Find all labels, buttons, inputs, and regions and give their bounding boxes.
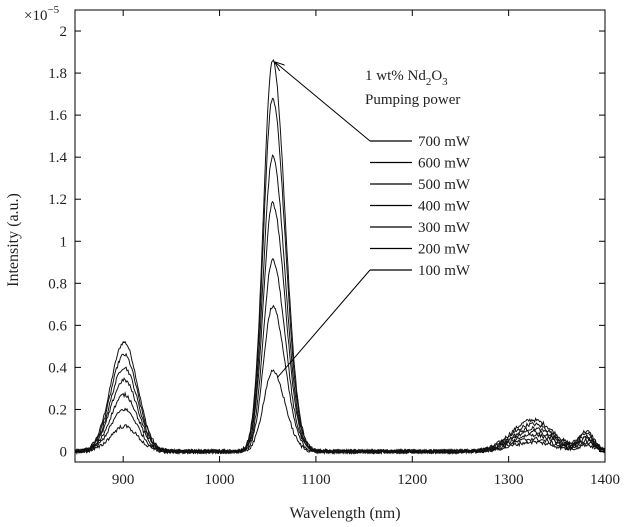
legend: 1 wt% Nd2O3 Pumping power 700 mW 600 mW 50… [365, 68, 471, 279]
x-axis-title: Wavelength (nm) [289, 505, 400, 522]
y-axis-title: Intensity (a.u.) [5, 193, 22, 287]
y-tick-label: 1.8 [48, 66, 67, 82]
y-tick-label: 0.8 [48, 276, 67, 292]
arrow-to-100mw-peak [276, 269, 371, 378]
y-tick-label: 1.2 [48, 192, 67, 208]
y-tick-label: 0.4 [48, 360, 67, 376]
y-tick-label: 0 [60, 444, 68, 460]
arrow-to-700mw-peak [275, 62, 371, 142]
x-tick-label: 1100 [301, 472, 330, 488]
y-tick-label: 1.4 [48, 150, 67, 166]
legend-entry-label: 600 mW [418, 156, 471, 172]
annotation-arrows [275, 62, 371, 378]
y-tick-label: 0.2 [48, 402, 67, 418]
y-tick-label: 1.6 [48, 108, 67, 124]
y-axis-multiplier: ×10−5 [24, 4, 60, 24]
series-line-100mw [74, 369, 606, 456]
x-axis-ticks: 900 1000 1100 1200 1300 1400 [112, 10, 620, 488]
legend-entry-label: 200 mW [418, 242, 471, 258]
series-line-700mw [74, 58, 606, 455]
x-tick-label: 1000 [205, 472, 235, 488]
y-tick-label: 2 [60, 24, 68, 40]
plot-frame [74, 9, 606, 463]
legend-entry-label: 400 mW [418, 199, 471, 215]
legend-entry-label: 500 mW [418, 177, 471, 193]
series-line-400mw [74, 200, 606, 455]
x-tick-label: 1200 [397, 472, 427, 488]
x-tick-label: 900 [112, 472, 135, 488]
x-tick-label: 1300 [494, 472, 524, 488]
legend-entry-label: 100 mW [418, 263, 471, 279]
y-axis-ticks: 0 0.2 0.4 0.6 0.8 1 1.2 1.4 1.6 1.8 2 [48, 24, 605, 460]
legend-entry-label: 700 mW [418, 134, 471, 150]
legend-entry-label: 300 mW [418, 220, 471, 236]
series-line-300mw [74, 258, 606, 456]
y-tick-label: 1 [60, 234, 68, 250]
y-tick-label: 0.6 [48, 318, 67, 334]
spectrum-series-group [74, 58, 606, 456]
legend-sample-label: 1 wt% Nd2O3 [365, 68, 448, 88]
series-line-600mw [74, 97, 606, 455]
legend-title: Pumping power [365, 92, 460, 108]
x-tick-label: 1400 [590, 472, 620, 488]
